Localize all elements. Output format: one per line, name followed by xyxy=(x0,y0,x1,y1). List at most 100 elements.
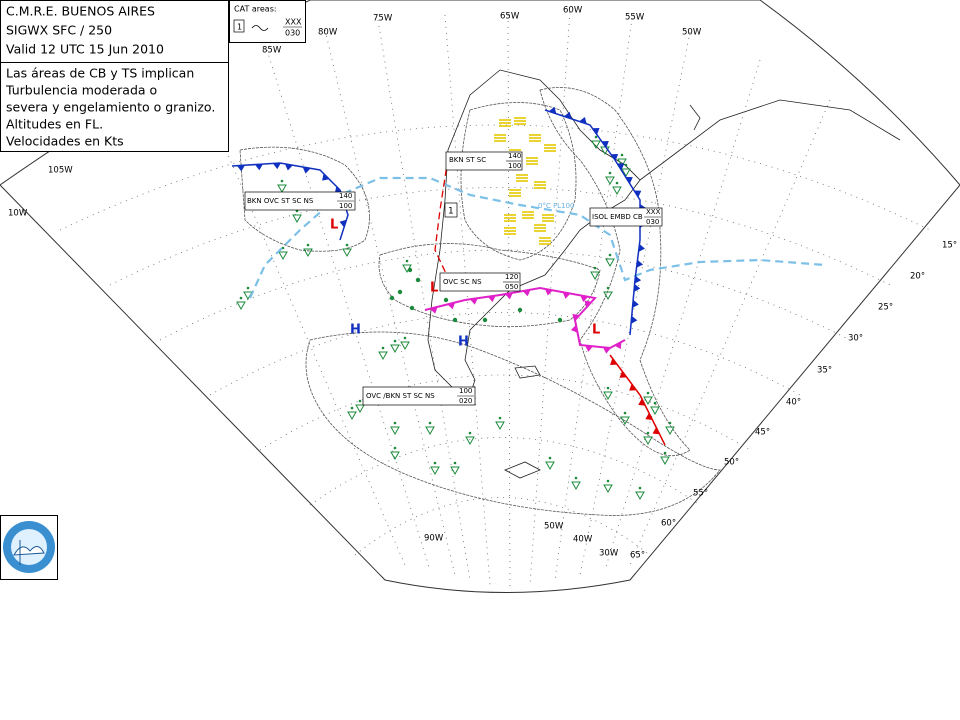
pressure-centers: L L L H H xyxy=(330,218,600,350)
cat-legend-top: XXX xyxy=(285,18,302,27)
precip-symbol xyxy=(355,404,365,414)
precip-symbol xyxy=(450,466,460,476)
grid-label: 90W xyxy=(424,534,444,544)
front-tooth xyxy=(322,173,330,181)
precip-dot xyxy=(393,421,397,425)
front-tooth xyxy=(631,315,638,324)
cat-legend-base: 030 xyxy=(285,29,300,38)
precip-dot xyxy=(653,401,657,405)
precip-dot xyxy=(623,411,627,415)
front-tooth xyxy=(236,165,245,172)
grid-label: 105W xyxy=(48,166,73,176)
precip-symbol xyxy=(605,258,615,268)
precip-dot xyxy=(281,246,285,250)
precip-dot xyxy=(381,346,385,350)
cloud-base: 030 xyxy=(646,218,659,226)
precip-dot xyxy=(403,336,407,340)
grid-label: 30° xyxy=(848,334,863,344)
rain-dot xyxy=(482,317,488,323)
precip-symbol xyxy=(635,491,645,501)
grid-label: 40W xyxy=(573,535,593,545)
precip-dot xyxy=(574,476,578,480)
precip-dot xyxy=(594,135,598,139)
grid-label: 80W xyxy=(318,28,338,38)
high-center: H xyxy=(350,323,361,338)
front-tooth xyxy=(614,341,622,350)
front-line xyxy=(231,162,349,241)
cat-area-marker: 1 xyxy=(448,207,454,217)
cloud-base: 050 xyxy=(505,283,518,291)
precip-dot xyxy=(646,391,650,395)
cloud-label-text: BKN ST SC xyxy=(449,156,486,164)
front-tooth xyxy=(638,243,645,252)
fronts xyxy=(231,106,826,446)
grid-label: 75W xyxy=(373,14,393,24)
cloud-label: BKN ST SC 140 100 xyxy=(445,151,523,171)
cloud-label-text: OVC /BKN ST SC NS xyxy=(366,392,435,400)
front-tooth xyxy=(632,299,639,308)
precip-dot xyxy=(624,163,628,167)
cat-legend-title: CAT areas: xyxy=(234,5,277,14)
precip-dot xyxy=(615,181,619,185)
cloud-label: OVC SC NS 120 050 xyxy=(439,272,521,292)
precip-dot xyxy=(548,456,552,460)
rain-dot xyxy=(517,307,523,313)
graticule xyxy=(59,11,931,591)
grid-label: 25° xyxy=(878,303,893,313)
front-tooth xyxy=(645,412,653,421)
cloud-label-text: BKN OVC ST SC NS xyxy=(247,197,314,205)
precip-dot xyxy=(620,153,624,157)
precip-symbol xyxy=(617,158,627,168)
front-tooth xyxy=(272,162,281,170)
cloud-top: 140 xyxy=(339,192,352,200)
front-tooth xyxy=(548,106,557,114)
precip-dot xyxy=(668,421,672,425)
grid-label: 40° xyxy=(786,398,801,408)
grid-label: 50W xyxy=(682,28,702,38)
front-tooth xyxy=(579,116,587,124)
front-tooth xyxy=(584,345,593,352)
precip-symbol xyxy=(650,406,660,416)
grid-label: 35° xyxy=(817,366,832,376)
front-tooth xyxy=(544,288,553,296)
precip-dot xyxy=(246,286,250,290)
precip-symbol xyxy=(277,184,287,194)
product: SIGWX SFC / 250 xyxy=(6,23,112,38)
front-tooth xyxy=(562,292,571,299)
grid-label: 30W xyxy=(599,549,619,559)
precip-symbol xyxy=(643,396,653,406)
front-line xyxy=(434,157,451,283)
front-tooth xyxy=(563,111,572,119)
front-line xyxy=(609,354,666,446)
precip-symbol xyxy=(390,451,400,461)
coastlines xyxy=(427,69,901,479)
front-tooth xyxy=(334,186,342,194)
low-center: L xyxy=(430,281,438,296)
front-tooth xyxy=(610,154,619,161)
cloud-label: BKN OVC ST SC NS 140 100 xyxy=(244,191,356,211)
precip-dot xyxy=(358,399,362,403)
note: Las áreas de CB y TS implican xyxy=(6,66,194,81)
front-tooth xyxy=(633,283,641,292)
cloud-top: 140 xyxy=(508,152,521,160)
rain-dot xyxy=(397,289,403,295)
cloud-top: 120 xyxy=(505,273,518,281)
precip-symbol xyxy=(430,466,440,476)
rain-dot xyxy=(407,267,413,273)
cloud-base: 020 xyxy=(459,397,472,405)
front-tooth xyxy=(504,292,513,300)
precip-symbol xyxy=(660,456,670,466)
note: Altitudes en FL. xyxy=(6,117,103,132)
precip-dot xyxy=(468,431,472,435)
rain-dot xyxy=(452,317,458,323)
precip-dot xyxy=(433,461,437,465)
cloud-label: OVC /BKN ST SC NS 100 020 xyxy=(362,386,476,406)
front-tooth xyxy=(619,371,627,378)
precip-symbol xyxy=(390,426,400,436)
front-tooth xyxy=(284,163,293,171)
precip-dot xyxy=(608,171,612,175)
low-center: L xyxy=(330,218,338,233)
grid-label: 50° xyxy=(724,458,739,468)
cloud-base: 100 xyxy=(339,202,352,210)
